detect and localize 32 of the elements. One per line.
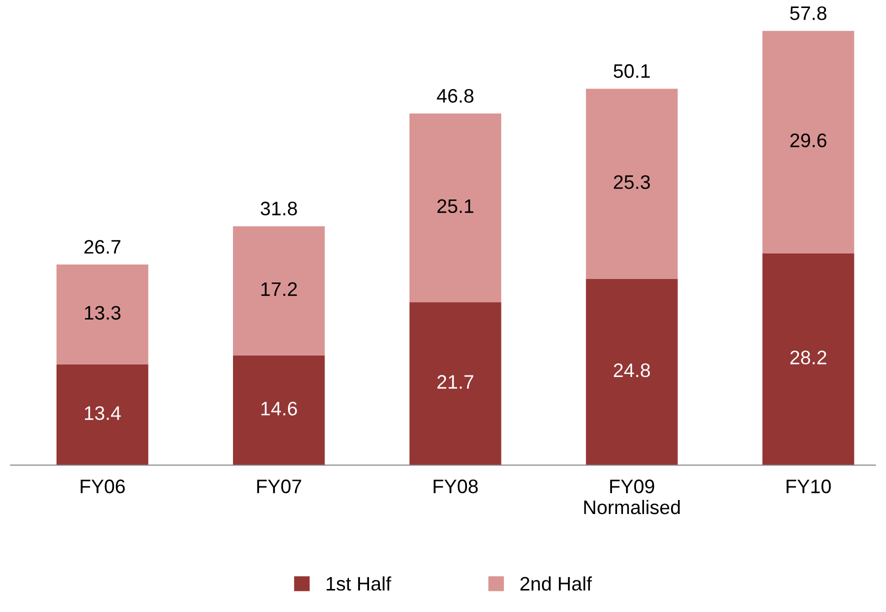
bar bbox=[56, 264, 148, 364]
data-label: 29.6 bbox=[790, 134, 826, 148]
x-tick-label: FY09 Normalised bbox=[584, 480, 680, 514]
bar bbox=[232, 355, 325, 466]
total-label: 31.8 bbox=[260, 202, 297, 216]
x-tick-label: FY08 bbox=[434, 480, 478, 494]
total-label: 57.8 bbox=[790, 6, 826, 20]
data-label: 14.6 bbox=[261, 402, 297, 416]
data-label: 13.4 bbox=[84, 406, 121, 420]
bar bbox=[586, 278, 678, 466]
bar bbox=[586, 88, 678, 279]
x-tick-label: FY07 bbox=[257, 480, 302, 494]
bar bbox=[409, 114, 502, 302]
data-label: 13.3 bbox=[84, 306, 120, 320]
data-label: 21.7 bbox=[437, 375, 474, 389]
total-label: 26.7 bbox=[84, 240, 120, 254]
x-tick-label: FY10 bbox=[786, 480, 831, 494]
legend-label: 2nd Half bbox=[520, 576, 592, 591]
data-label: 17.2 bbox=[261, 282, 297, 296]
bar bbox=[762, 253, 854, 466]
bar bbox=[762, 30, 854, 254]
total-label: 50.1 bbox=[614, 64, 650, 78]
total-label: 46.8 bbox=[436, 88, 474, 103]
data-label: 28.2 bbox=[790, 350, 826, 364]
x-tick-label: FY06 bbox=[80, 480, 125, 494]
data-label: 25.3 bbox=[614, 175, 650, 189]
bar bbox=[56, 364, 148, 466]
legend-label: 1st Half bbox=[326, 576, 392, 591]
bar bbox=[232, 226, 325, 356]
bar bbox=[409, 302, 502, 466]
data-label: 25.1 bbox=[437, 199, 474, 214]
data-label: 24.8 bbox=[614, 363, 650, 378]
